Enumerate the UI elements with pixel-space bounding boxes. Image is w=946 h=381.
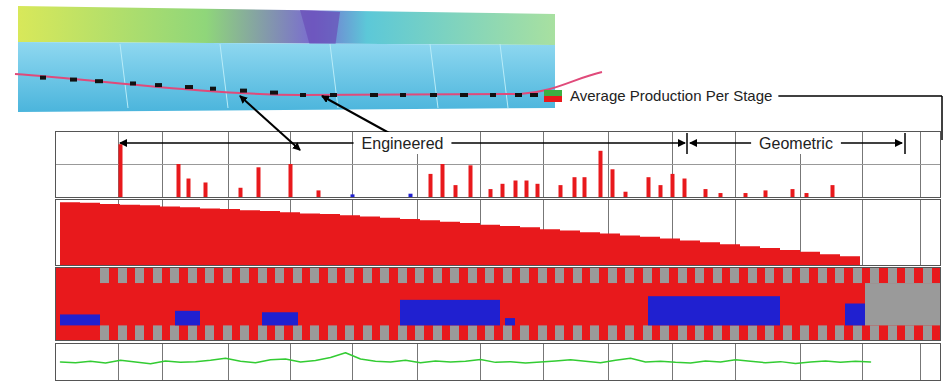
svg-text:Average Production Per Stage: Average Production Per Stage [570, 87, 772, 104]
svg-text:Geometric: Geometric [759, 135, 833, 152]
svg-text:Engineered: Engineered [362, 135, 444, 152]
